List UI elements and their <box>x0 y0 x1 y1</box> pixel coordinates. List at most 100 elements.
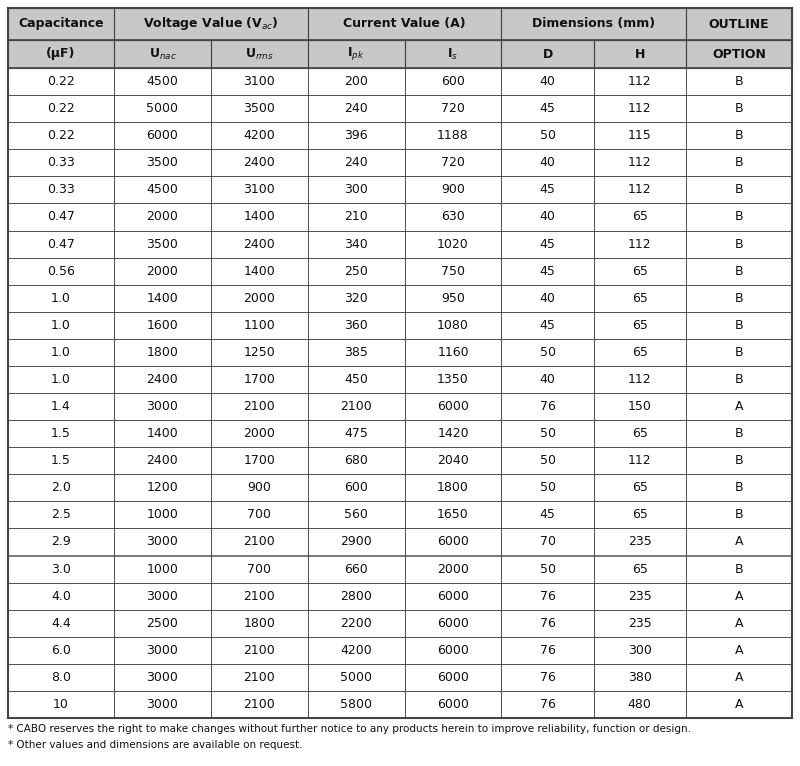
Bar <box>8 637 114 664</box>
Text: 45: 45 <box>540 264 555 277</box>
Bar <box>114 474 211 501</box>
Bar <box>686 285 792 312</box>
Bar <box>8 122 114 149</box>
Text: B: B <box>734 183 743 196</box>
Bar <box>308 68 405 95</box>
Bar <box>114 366 211 393</box>
Text: 235: 235 <box>628 617 652 630</box>
Text: 65: 65 <box>632 346 648 359</box>
Bar <box>594 231 686 257</box>
Bar <box>405 583 502 610</box>
Text: 0.47: 0.47 <box>47 237 75 250</box>
Text: 0.33: 0.33 <box>47 156 75 169</box>
Bar <box>114 474 211 501</box>
Bar <box>502 339 594 366</box>
Bar <box>114 393 211 420</box>
Bar <box>211 637 308 664</box>
Text: U$_{rms}$: U$_{rms}$ <box>245 47 274 61</box>
Bar <box>114 231 211 257</box>
Text: 65: 65 <box>632 562 648 575</box>
Bar <box>114 529 211 555</box>
Bar <box>594 664 686 691</box>
Bar <box>594 122 686 149</box>
Bar <box>686 637 792 664</box>
Bar <box>8 8 114 40</box>
Bar <box>8 447 114 474</box>
Bar <box>211 257 308 285</box>
Text: B: B <box>734 102 743 115</box>
Bar <box>405 95 502 122</box>
Bar <box>502 583 594 610</box>
Bar <box>686 691 792 718</box>
Bar <box>211 555 308 583</box>
Text: A: A <box>734 617 743 630</box>
Bar <box>405 204 502 231</box>
Bar <box>502 68 594 95</box>
Bar <box>686 8 792 40</box>
Bar <box>405 529 502 555</box>
Text: 4200: 4200 <box>243 129 275 142</box>
Bar <box>502 501 594 529</box>
Bar <box>308 204 405 231</box>
Bar <box>502 285 594 312</box>
Bar <box>308 691 405 718</box>
Bar <box>211 176 308 204</box>
Text: B: B <box>734 509 743 522</box>
Bar <box>308 664 405 691</box>
Text: 8.0: 8.0 <box>51 671 71 684</box>
Bar <box>686 312 792 339</box>
Bar <box>405 366 502 393</box>
Bar <box>405 637 502 664</box>
Bar <box>308 339 405 366</box>
Bar <box>308 257 405 285</box>
Bar <box>114 231 211 257</box>
Bar <box>686 68 792 95</box>
Bar <box>405 40 502 68</box>
Text: 2000: 2000 <box>146 264 178 277</box>
Text: B: B <box>734 211 743 224</box>
Bar <box>308 637 405 664</box>
Bar <box>211 339 308 366</box>
Bar <box>114 637 211 664</box>
Bar <box>211 95 308 122</box>
Bar <box>8 339 114 366</box>
Bar <box>405 285 502 312</box>
Bar <box>405 339 502 366</box>
Text: 65: 65 <box>632 481 648 494</box>
Bar <box>594 149 686 176</box>
Text: 475: 475 <box>344 427 368 440</box>
Text: 2100: 2100 <box>243 590 275 603</box>
Text: 50: 50 <box>539 427 555 440</box>
Bar <box>502 95 594 122</box>
Bar <box>405 257 502 285</box>
Bar <box>308 231 405 257</box>
Bar <box>405 474 502 501</box>
Text: 300: 300 <box>628 643 652 656</box>
Text: 2200: 2200 <box>340 617 372 630</box>
Bar <box>308 40 405 68</box>
Text: 3000: 3000 <box>146 698 178 711</box>
Bar <box>211 474 308 501</box>
Bar <box>211 312 308 339</box>
Bar <box>308 285 405 312</box>
Bar <box>686 122 792 149</box>
Text: 50: 50 <box>539 481 555 494</box>
Text: 10: 10 <box>53 698 69 711</box>
Bar <box>594 420 686 447</box>
Bar <box>211 68 308 95</box>
Bar <box>502 231 594 257</box>
Bar <box>405 68 502 95</box>
Text: 5800: 5800 <box>340 698 372 711</box>
Text: 900: 900 <box>247 481 271 494</box>
Bar <box>405 312 502 339</box>
Bar <box>308 637 405 664</box>
Text: 40: 40 <box>540 156 555 169</box>
Bar <box>308 447 405 474</box>
Bar <box>594 555 686 583</box>
Bar <box>405 447 502 474</box>
Bar <box>686 149 792 176</box>
Bar <box>114 555 211 583</box>
Bar <box>8 664 114 691</box>
Text: 600: 600 <box>441 75 465 88</box>
Text: 50: 50 <box>539 129 555 142</box>
